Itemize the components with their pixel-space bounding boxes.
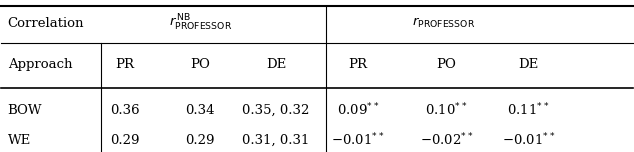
Text: WE: WE — [8, 134, 31, 147]
Text: $r_{\mathsf{PROFESSOR}}$: $r_{\mathsf{PROFESSOR}}$ — [411, 16, 475, 30]
Text: $-$0.01$^{**}$: $-$0.01$^{**}$ — [501, 132, 555, 148]
Text: $-$0.01$^{**}$: $-$0.01$^{**}$ — [332, 132, 385, 148]
Text: DE: DE — [519, 58, 539, 71]
Text: BOW: BOW — [8, 104, 42, 117]
Text: PR: PR — [349, 58, 368, 71]
Text: 0.31, 0.31: 0.31, 0.31 — [242, 134, 309, 147]
Text: 0.29: 0.29 — [186, 134, 215, 147]
Text: DE: DE — [266, 58, 286, 71]
Text: PR: PR — [115, 58, 134, 71]
Text: Correlation: Correlation — [8, 17, 84, 29]
Text: 0.29: 0.29 — [110, 134, 139, 147]
Text: 0.10$^{**}$: 0.10$^{**}$ — [425, 102, 468, 119]
Text: PO: PO — [436, 58, 456, 71]
Text: Approach: Approach — [8, 58, 72, 71]
Text: 0.34: 0.34 — [186, 104, 215, 117]
Text: $-$0.02$^{**}$: $-$0.02$^{**}$ — [420, 132, 473, 148]
Text: $r^{\,\mathsf{NB}}_{\mathsf{PROFESSOR}}$: $r^{\,\mathsf{NB}}_{\mathsf{PROFESSOR}}$ — [169, 13, 232, 33]
Text: PO: PO — [190, 58, 210, 71]
Text: 0.11$^{**}$: 0.11$^{**}$ — [507, 102, 550, 119]
Text: 0.36: 0.36 — [110, 104, 139, 117]
Text: 0.35, 0.32: 0.35, 0.32 — [242, 104, 309, 117]
Text: 0.09$^{**}$: 0.09$^{**}$ — [337, 102, 379, 119]
